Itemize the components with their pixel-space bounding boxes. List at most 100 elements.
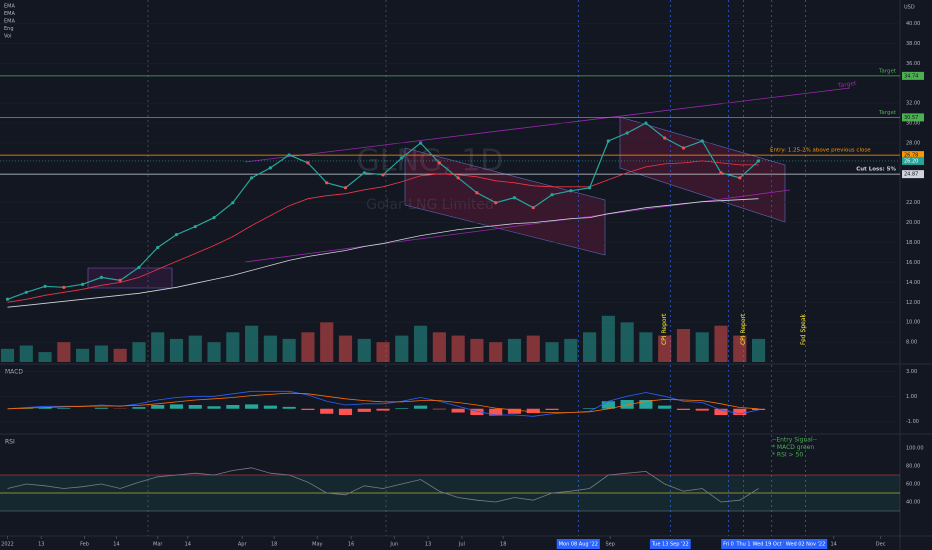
price-point: [381, 173, 385, 177]
macd-histogram: [526, 408, 540, 414]
x-tick-label: Feb: [80, 542, 89, 548]
volume-bar: [695, 332, 709, 362]
price-point: [325, 181, 329, 185]
diagonal-target: Target: [837, 80, 858, 90]
x-tick-label: 18: [500, 542, 506, 548]
volume-bar: [414, 325, 428, 362]
macd-histogram: [245, 404, 259, 409]
y-tick-label: 16.00: [906, 260, 920, 266]
volume-bar: [639, 332, 653, 362]
price-point: [362, 171, 366, 175]
level-value: 30.57: [904, 115, 918, 121]
price-point: [569, 189, 573, 193]
price-point: [681, 146, 686, 150]
price-point: [343, 186, 348, 190]
price-point: [231, 201, 235, 205]
macd-histogram: [151, 405, 165, 409]
x-tick-label: May: [312, 542, 322, 548]
x-tick-label: 13: [425, 542, 431, 548]
volume-bar: [507, 338, 522, 362]
volume-bar: [320, 322, 334, 362]
date-marker-label: Thu 1: [735, 542, 750, 548]
volume-bar: [733, 335, 747, 362]
macd-histogram: [583, 408, 597, 409]
price-point: [418, 141, 423, 145]
volume-bar: [620, 322, 634, 362]
volume-bar: [245, 325, 259, 362]
y-tick-label: 22.00: [906, 200, 920, 206]
x-tick-label: Dec: [876, 542, 886, 548]
volume-bar: [432, 332, 446, 362]
indicator-label: EMA: [4, 11, 15, 17]
volume-bar: [489, 342, 503, 362]
macd-histogram: [714, 408, 728, 415]
volume-bar: [545, 342, 559, 362]
level-value: 26.78: [904, 153, 918, 159]
watermark-sub: Golar LNG Limited: [366, 197, 494, 213]
volume-bar: [658, 335, 672, 362]
last-price-tag: [902, 156, 924, 165]
macd-histogram: [263, 405, 277, 409]
macd-histogram: [338, 408, 353, 415]
x-tick-label: Sep: [606, 542, 615, 548]
y-tick-label: 28.00: [906, 140, 920, 146]
currency: USD: [904, 5, 915, 11]
macd-histogram: [376, 408, 390, 411]
macd-histogram: [94, 407, 108, 409]
volume-bar: [395, 335, 409, 362]
volume-bar: [151, 332, 165, 362]
volume-bar: [0, 348, 15, 362]
price-point: [512, 196, 517, 200]
volume-bar: [526, 335, 540, 362]
y-tick-label: 14.00: [906, 280, 920, 286]
price-point: [174, 232, 179, 237]
level-name: Target: [878, 110, 897, 116]
date-marker-box: [783, 539, 828, 549]
x-tick-label: 13: [38, 542, 44, 548]
rsi-tick-label: 60.00: [906, 482, 920, 488]
x-tick-label: Apr: [238, 542, 248, 548]
volume-bar: [601, 315, 615, 362]
x-tick-label: 2022: [1, 542, 14, 548]
date-marker-box: [721, 539, 736, 549]
price-point: [156, 245, 160, 250]
macd-histogram: [357, 408, 371, 412]
volume-bar: [226, 332, 240, 362]
macd-histogram: [451, 408, 465, 413]
rsi-tick-label: 100.00: [906, 446, 924, 452]
x-tick-label: Jul: [458, 542, 465, 548]
price-point: [756, 159, 761, 163]
event-label: CPI Report: [661, 313, 668, 345]
volume-bar: [132, 342, 146, 362]
macd-histogram: [733, 408, 747, 415]
y-tick-label: 10.00: [906, 320, 920, 326]
price-point: [456, 176, 460, 180]
x-tick-label: 16: [348, 542, 354, 548]
y-tick-label: 40.00: [906, 21, 920, 27]
macd-histogram: [695, 408, 709, 411]
price-point: [475, 191, 479, 195]
macd-tick-label: -1.00: [906, 419, 919, 425]
macd-histogram: [226, 405, 240, 409]
volume-bar: [207, 342, 221, 362]
volume-bar: [301, 332, 315, 362]
macd-histogram: [301, 408, 315, 410]
macd-histogram: [751, 408, 766, 410]
price-point: [137, 265, 141, 270]
signal-note: * RSI > 50: [772, 452, 803, 459]
date-marker-box: [556, 539, 600, 549]
macd-tick-label: 3.00: [906, 369, 917, 375]
macd-histogram: [57, 408, 71, 409]
indicator-label: EMA: [4, 19, 15, 25]
macd-histogram: [38, 407, 52, 409]
macd-histogram: [207, 406, 221, 409]
volume-bar: [263, 335, 277, 362]
last-price-label: 26.20: [904, 158, 918, 164]
level-tag: [902, 71, 924, 80]
x-tick-label: 14: [830, 542, 836, 548]
price-point: [738, 176, 742, 180]
price-point: [663, 136, 667, 140]
macd-histogram: [414, 405, 428, 409]
